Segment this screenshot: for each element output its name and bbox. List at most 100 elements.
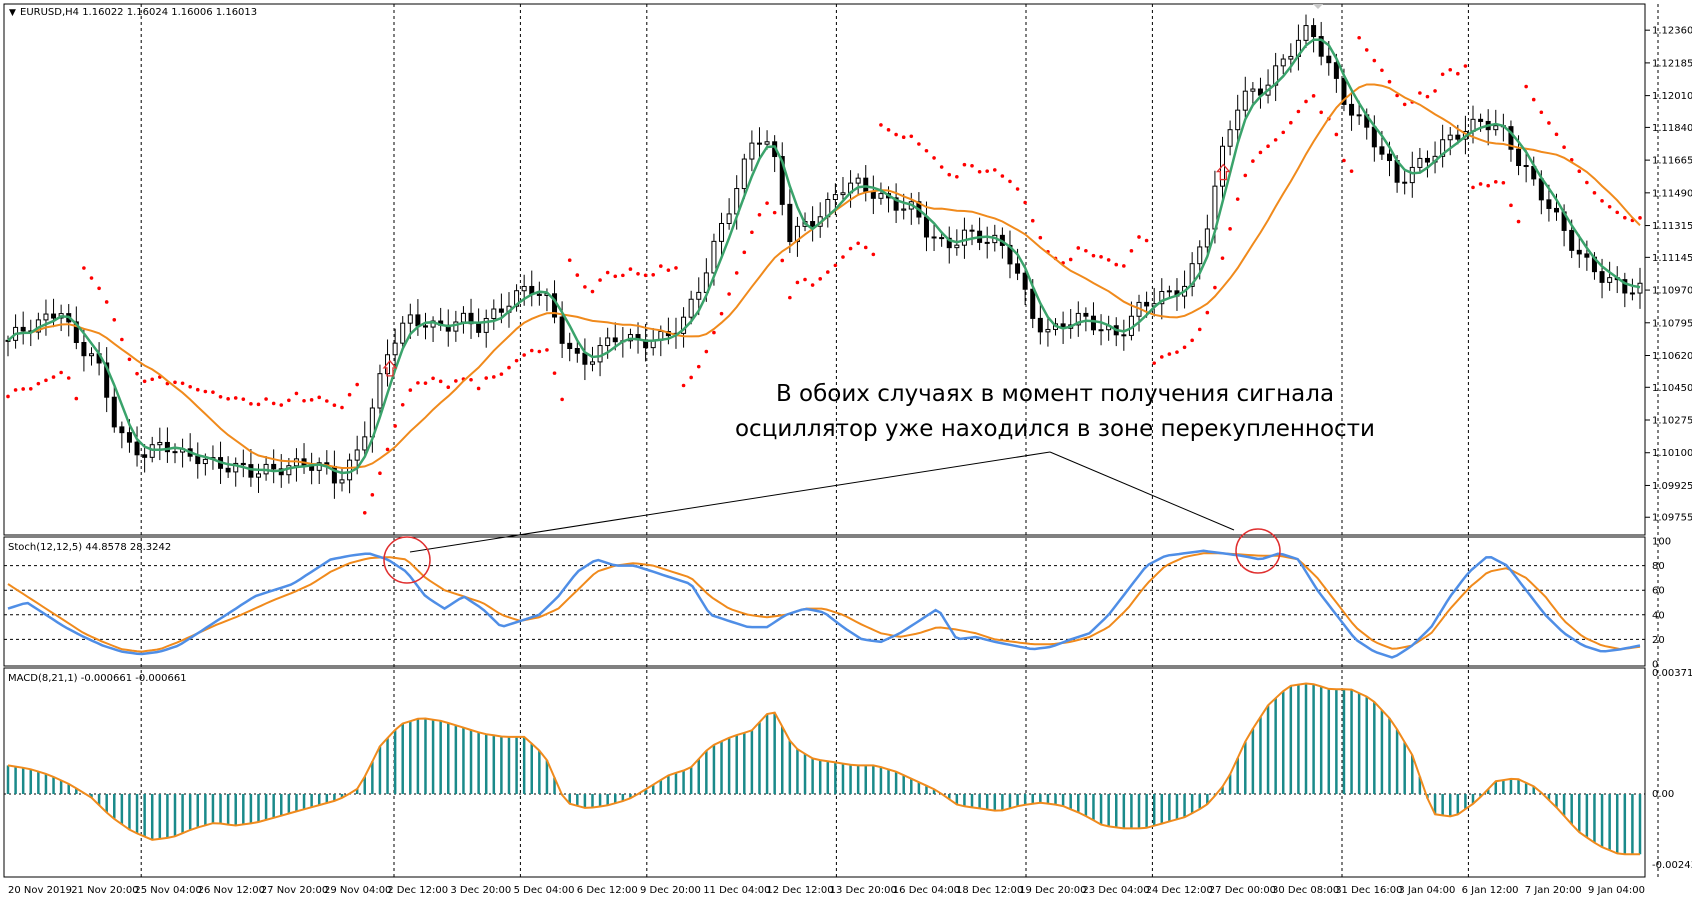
candle-body xyxy=(1326,55,1332,64)
sar-dot xyxy=(51,375,56,379)
sar-dot xyxy=(142,379,147,384)
stoch-tick-label: 0 xyxy=(1652,660,1658,671)
time-tick-label: 6 Dec 12:00 xyxy=(577,885,638,896)
sar-dot xyxy=(1273,138,1278,142)
price-tick-label: 1.09925 xyxy=(1652,481,1692,492)
sar-dot xyxy=(1592,191,1597,195)
sar-dot xyxy=(1099,255,1103,259)
sar-dot xyxy=(226,397,230,401)
time-tick-label: 27 Dec 00:00 xyxy=(1209,885,1276,896)
buy-arrow-icon xyxy=(382,359,398,377)
annotation-line-2: осциллятор уже находился в зоне перекупл… xyxy=(735,416,1375,442)
sar-dot xyxy=(256,402,261,407)
scroll-shift-icon[interactable] xyxy=(1313,4,1323,9)
macd-tick-label: 0.00 xyxy=(1652,789,1674,800)
sar-dot xyxy=(621,273,625,278)
candle-body xyxy=(984,241,990,244)
candle-body xyxy=(1356,114,1362,117)
candle-body xyxy=(1622,279,1628,294)
candle-body xyxy=(88,353,94,357)
sar-dot xyxy=(810,283,815,287)
sar-dot xyxy=(195,387,200,392)
time-tick-label: 24 Dec 12:00 xyxy=(1146,885,1213,896)
candle-body xyxy=(1144,301,1150,307)
sar-dot xyxy=(1175,350,1179,354)
sar-dot xyxy=(279,403,284,407)
sar-dot xyxy=(1084,248,1088,253)
sar-dot xyxy=(1266,144,1270,149)
sar-dot xyxy=(13,388,18,392)
price-tick-label: 1.12360 xyxy=(1652,26,1692,37)
candle-body xyxy=(134,441,140,456)
candle-body xyxy=(1288,55,1294,60)
candle-body xyxy=(681,316,687,334)
sar-dot xyxy=(886,128,891,132)
sar-dot xyxy=(431,376,435,381)
sar-dot xyxy=(135,371,139,376)
sar-dot xyxy=(742,250,747,255)
sar-dot xyxy=(901,135,906,140)
candle-body xyxy=(111,396,117,428)
sar-dot xyxy=(302,398,306,403)
candle-body xyxy=(20,326,26,332)
sar-dot xyxy=(1425,94,1430,99)
price-pane-title: EURUSD,H4 1.16022 1.16024 1.16006 1.1601… xyxy=(20,7,257,18)
sar-dot xyxy=(1334,132,1339,137)
sar-dot xyxy=(438,379,443,384)
sar-dot xyxy=(605,270,610,275)
candle-body xyxy=(521,285,527,292)
sar-dot xyxy=(1418,91,1422,95)
sar-dot xyxy=(1562,145,1566,150)
candle-body xyxy=(1242,90,1248,111)
sar-dot xyxy=(879,123,883,127)
candle-body xyxy=(149,444,155,458)
sar-dot xyxy=(598,278,602,282)
sar-dot xyxy=(1091,253,1096,258)
sar-dot xyxy=(1478,182,1483,186)
sar-dot xyxy=(6,394,10,399)
candle-body xyxy=(559,316,565,344)
sar-dot xyxy=(1076,246,1081,250)
candle-body xyxy=(1409,166,1415,184)
sar-dot xyxy=(1509,203,1513,208)
sar-dot xyxy=(1106,258,1111,262)
candle-body xyxy=(1030,288,1036,319)
sar-dot xyxy=(423,381,428,385)
sar-dot xyxy=(871,252,876,257)
candle-body xyxy=(309,465,315,471)
candle-body xyxy=(1015,263,1021,274)
sar-dot xyxy=(378,471,382,476)
sar-dot xyxy=(560,397,564,402)
candle-body xyxy=(810,221,816,227)
sar-dot xyxy=(120,337,124,342)
candle-body xyxy=(43,313,49,321)
sar-dot xyxy=(400,402,405,407)
sar-dot xyxy=(1258,150,1263,155)
sar-dot xyxy=(962,162,967,167)
candle-body xyxy=(1455,134,1461,140)
sar-dot xyxy=(362,510,367,515)
stoch-signal-line xyxy=(7,552,1641,653)
sar-dot xyxy=(74,396,79,401)
sar-dot xyxy=(271,401,276,406)
candle-body xyxy=(1083,312,1089,317)
time-tick-label: 5 Dec 04:00 xyxy=(514,885,575,896)
sar-dot xyxy=(1023,200,1027,205)
sar-dot xyxy=(1167,352,1172,356)
candle-body xyxy=(362,436,368,451)
candle-body xyxy=(939,237,945,240)
pointer-line-left xyxy=(409,451,1051,553)
vertical-grid xyxy=(140,4,1659,877)
candle-body xyxy=(347,459,353,481)
sar-dot xyxy=(1197,327,1202,332)
sar-dot xyxy=(36,381,41,386)
time-tick-label: 9 Jan 04:00 xyxy=(1588,885,1645,896)
sar-dot xyxy=(1319,110,1323,115)
symbol-dropdown-icon[interactable]: ▼ xyxy=(9,8,16,18)
candle-body xyxy=(1629,292,1635,295)
parabolic-sar-dots xyxy=(6,35,1642,515)
sar-dot xyxy=(1129,249,1134,253)
candle-body xyxy=(1349,103,1355,116)
